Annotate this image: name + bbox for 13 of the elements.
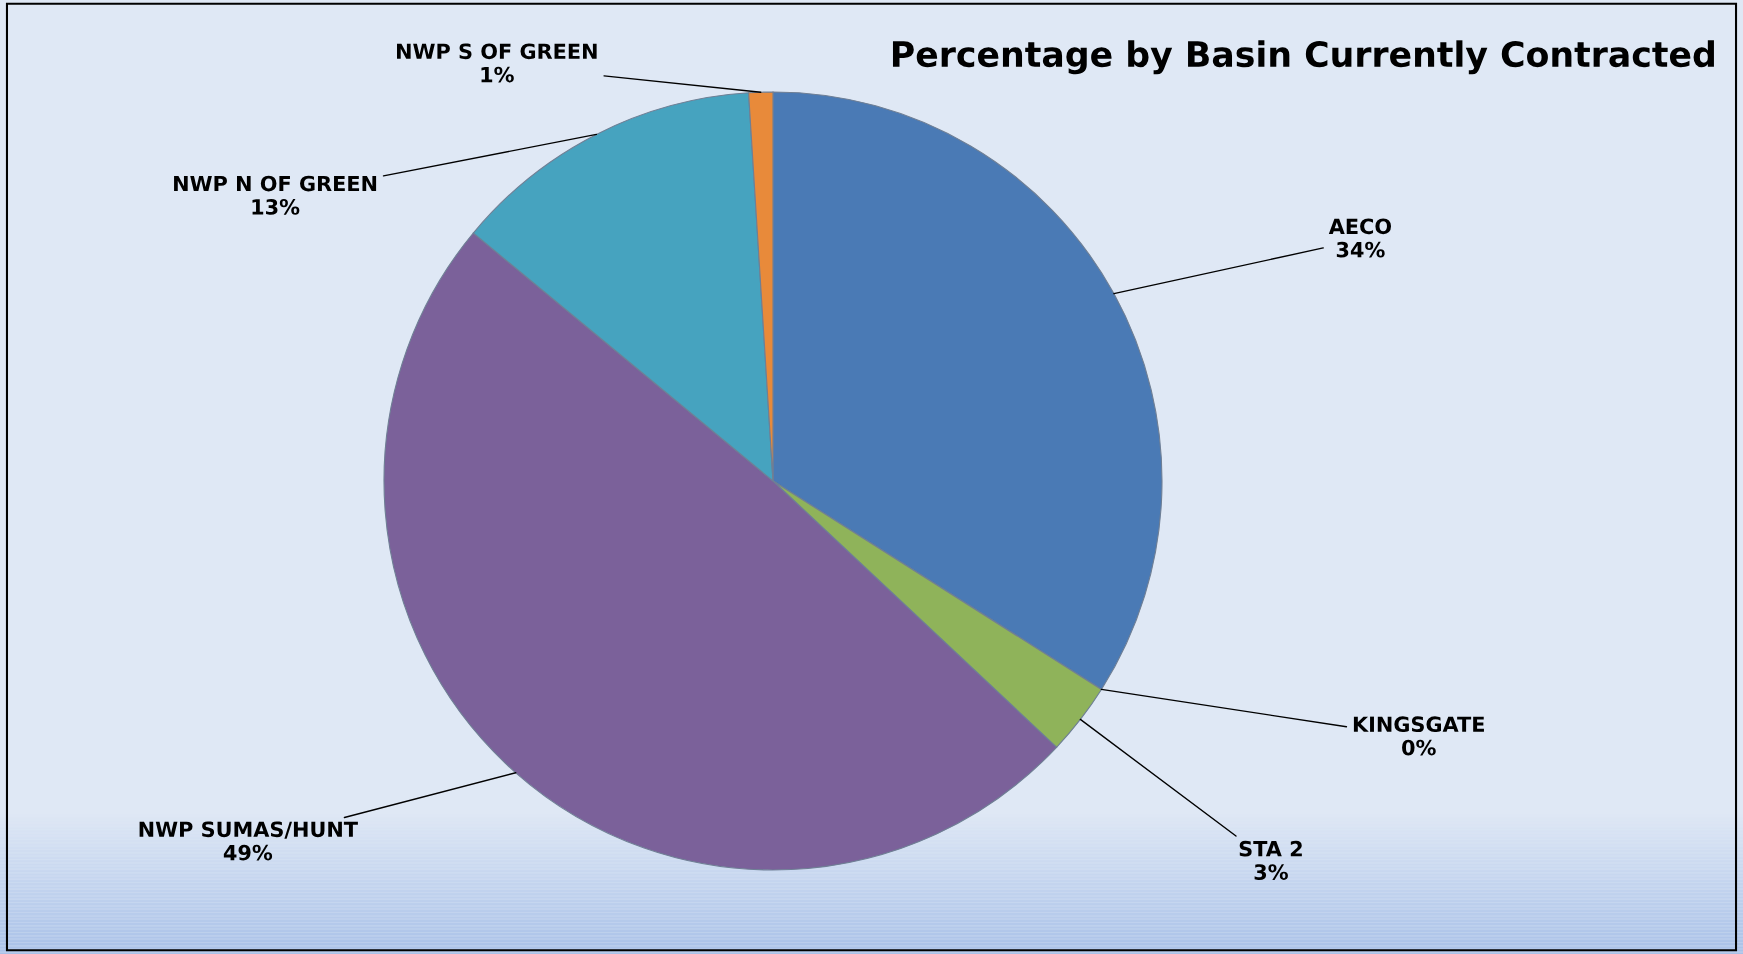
data-label: 3% [1254,864,1288,880]
slice-label: STA 2 [1239,840,1302,857]
data-label: 49% [223,844,273,861]
data-label: 13% [252,198,300,215]
data-label: 34% [1336,241,1385,258]
category-label: KINGSGATE [1353,716,1484,733]
slice-label: AECO [1328,218,1392,235]
data-label: 1% [481,66,514,83]
chart-title: Percentage by Basin Currently Contracted [892,40,1714,75]
slice-label: NWP SUMAS/HUNT [139,821,358,839]
slice-label: NWP N OF GREEN [174,175,377,192]
slice-label: NWP S OF GREEN [397,43,597,60]
text: 0% [1402,739,1436,756]
